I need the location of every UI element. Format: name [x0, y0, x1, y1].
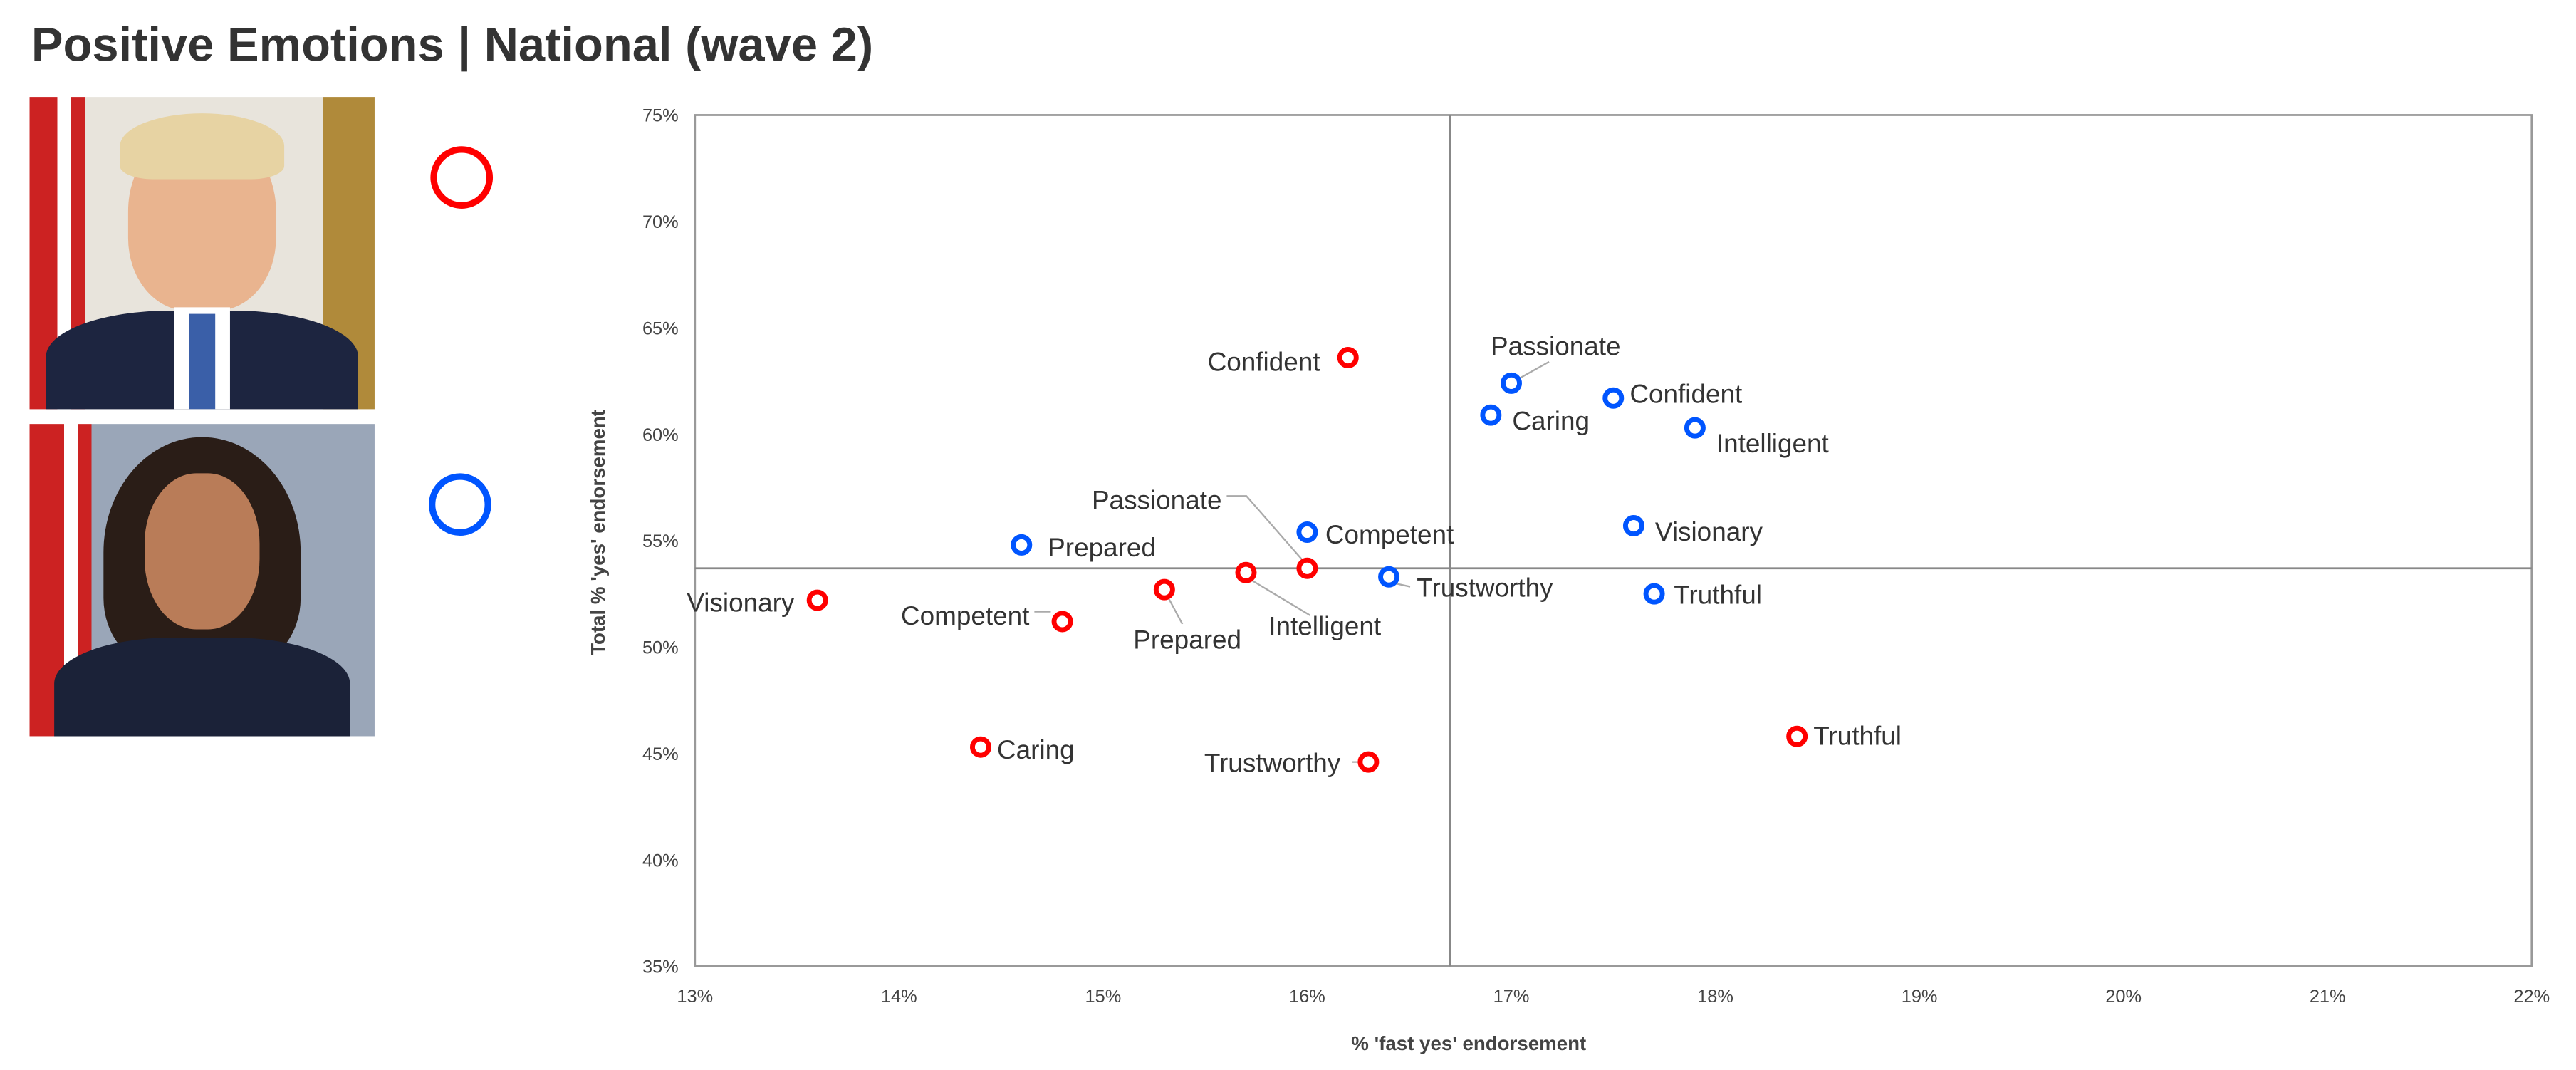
- point-label: Passionate: [1092, 486, 1222, 515]
- x-tick-label: 15%: [1085, 987, 1122, 1007]
- point-label: Truthful: [1674, 580, 1762, 609]
- label-leader-line: [1168, 598, 1184, 625]
- y-tick-label: 35%: [642, 957, 679, 977]
- y-tick-label: 45%: [642, 744, 679, 764]
- harris-point-competent[interactable]: [1296, 521, 1318, 543]
- point-label: Confident: [1208, 347, 1320, 376]
- point-label: Trustworthy: [1417, 573, 1553, 602]
- y-tick-label: 55%: [642, 531, 679, 551]
- portrait-harris: [29, 424, 375, 737]
- point-label: Intelligent: [1268, 611, 1381, 640]
- trump-point-prepared[interactable]: [1153, 578, 1175, 601]
- harris-point-caring[interactable]: [1480, 404, 1502, 426]
- harris-point-truthful[interactable]: [1643, 583, 1665, 605]
- point-label: Competent: [901, 601, 1029, 630]
- y-tick-label: 65%: [642, 318, 679, 338]
- point-label: Prepared: [1048, 533, 1156, 562]
- point-label: Visionary: [1655, 517, 1763, 546]
- y-tick-label: 75%: [642, 106, 679, 126]
- point-label: Prepared: [1133, 625, 1241, 655]
- point-label: Truthful: [1813, 721, 1902, 750]
- portrait-trump: [29, 97, 375, 410]
- harris-point-intelligent[interactable]: [1684, 417, 1706, 439]
- point-label: Visionary: [687, 588, 795, 618]
- point-label: Intelligent: [1716, 429, 1829, 458]
- harris-point-visionary[interactable]: [1622, 515, 1644, 537]
- trump-point-confident[interactable]: [1337, 347, 1359, 369]
- harris-point-passionate[interactable]: [1501, 372, 1522, 394]
- y-tick-label: 60%: [642, 425, 679, 445]
- x-tick-label: 19%: [1902, 987, 1938, 1007]
- y-axis-label: Total % 'yes' endorsement: [587, 410, 609, 655]
- x-axis-label: % 'fast yes' endorsement: [1351, 1032, 1586, 1054]
- trump-point-caring[interactable]: [969, 736, 991, 758]
- legend-trump-marker: [430, 146, 494, 209]
- x-tick-label: 21%: [2310, 987, 2346, 1007]
- trump-point-trustworthy[interactable]: [1357, 751, 1380, 773]
- x-tick-label: 22%: [2513, 987, 2550, 1007]
- x-tick-label: 14%: [881, 987, 917, 1007]
- point-label: Caring: [1512, 406, 1590, 435]
- plot-area: [694, 114, 2533, 967]
- y-tick-label: 40%: [642, 851, 679, 871]
- x-tick-label: 17%: [1493, 987, 1530, 1007]
- y-tick-label: 50%: [642, 638, 679, 658]
- trump-point-visionary[interactable]: [806, 589, 828, 611]
- x-tick-label: 20%: [2105, 987, 2142, 1007]
- page-title: Positive Emotions | National (wave 2): [31, 19, 874, 73]
- trump-point-truthful[interactable]: [1786, 725, 1808, 747]
- trump-point-passionate[interactable]: [1296, 557, 1318, 579]
- label-leader-line: [1226, 495, 1305, 563]
- point-label: Passionate: [1491, 332, 1621, 361]
- x-tick-label: 16%: [1289, 987, 1325, 1007]
- trump-point-competent[interactable]: [1051, 611, 1073, 633]
- x-tick-label: 13%: [677, 987, 713, 1007]
- label-leader-line: [1252, 580, 1311, 616]
- point-label: Competent: [1325, 520, 1454, 549]
- y-tick-label: 70%: [642, 212, 679, 232]
- x-tick-label: 18%: [1697, 987, 1733, 1007]
- harris-point-trustworthy[interactable]: [1378, 566, 1400, 588]
- label-leader-line: [1518, 360, 1550, 379]
- harris-point-prepared[interactable]: [1011, 534, 1033, 556]
- label-leader-line: [1395, 582, 1411, 588]
- trump-point-intelligent[interactable]: [1235, 561, 1257, 583]
- point-label: Confident: [1629, 380, 1742, 409]
- point-label: Caring: [997, 735, 1075, 764]
- point-label: Trustworthy: [1204, 748, 1341, 777]
- harris-point-confident[interactable]: [1602, 387, 1625, 409]
- legend-harris-marker: [429, 473, 491, 536]
